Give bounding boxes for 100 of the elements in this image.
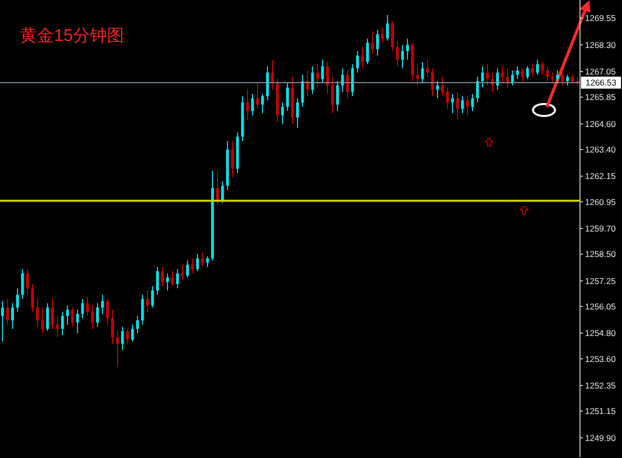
candlestick <box>351 64 354 97</box>
candlestick <box>421 61 424 84</box>
candlestick <box>556 70 559 84</box>
candlestick <box>46 302 49 332</box>
candlestick <box>486 64 489 86</box>
candlestick <box>116 330 119 368</box>
candlestick <box>356 50 359 74</box>
candlestick <box>31 284 34 312</box>
candlestick <box>311 66 314 94</box>
candlestick <box>221 181 224 204</box>
candlestick <box>376 29 379 56</box>
y-tick-label: 1268.30 <box>585 40 616 50</box>
candlestick <box>301 74 304 108</box>
candlestick <box>436 80 439 99</box>
candlestick <box>246 89 249 120</box>
candlestick <box>191 258 194 274</box>
y-tick-label: 1260.95 <box>585 196 616 207</box>
candlestick <box>416 64 419 86</box>
candlestick <box>331 76 334 114</box>
candlestick <box>256 82 259 110</box>
candlestick <box>346 70 349 99</box>
candlestick <box>381 27 384 44</box>
candlestick <box>366 38 369 65</box>
candlestick <box>231 140 234 178</box>
candlestick <box>181 264 184 280</box>
candlestick <box>66 304 69 326</box>
y-tick-label: 1258.50 <box>585 249 616 260</box>
candlestick <box>361 46 364 69</box>
candlestick <box>96 302 99 328</box>
candlestick <box>476 76 479 104</box>
y-tick-label: 1257.25 <box>585 276 616 286</box>
candlestick <box>41 307 44 334</box>
candlestick <box>106 298 109 326</box>
candlestick <box>521 68 524 82</box>
candlestick <box>201 251 204 268</box>
candlestick <box>386 14 389 42</box>
candlestick <box>516 66 519 80</box>
y-tick-label: 1253.60 <box>585 354 616 364</box>
candlestick <box>466 96 469 116</box>
candlestick <box>86 296 89 317</box>
candlestick <box>171 270 174 287</box>
candlestick <box>341 68 344 92</box>
candlestick <box>136 316 139 334</box>
candlestick <box>56 316 59 338</box>
candlestick <box>371 32 374 54</box>
candlestick <box>506 68 509 88</box>
candlestick <box>401 44 404 69</box>
candlestick <box>26 268 29 296</box>
candlestick <box>21 268 24 300</box>
candlestick <box>431 68 434 97</box>
candlestick <box>481 66 484 88</box>
candlestick <box>461 96 464 114</box>
candlestick <box>166 272 169 291</box>
candlestick <box>471 93 474 112</box>
candlestick <box>566 74 569 86</box>
y-tick-label: 1254.80 <box>585 328 616 338</box>
candlestick <box>501 66 504 84</box>
candlestick <box>16 288 19 312</box>
candlestick <box>101 294 104 314</box>
candlestick <box>306 70 309 97</box>
candlestick <box>76 309 79 334</box>
candlestick <box>426 59 429 78</box>
candlestick <box>61 311 64 336</box>
y-tick-label: 1263.40 <box>585 144 616 155</box>
ref-line-label: 1266.53 <box>586 78 617 88</box>
candlestick <box>336 80 339 112</box>
candlestick <box>51 298 54 330</box>
candlestick <box>396 40 399 67</box>
candlestick <box>206 256 209 268</box>
candlestick <box>151 286 154 308</box>
y-tick-label: 1252.35 <box>585 380 616 390</box>
candlestick <box>271 59 274 90</box>
y-tick-label: 1256.05 <box>585 301 616 312</box>
candlestick <box>391 20 394 52</box>
candlestick <box>81 298 84 319</box>
y-tick-label: 1267.05 <box>585 66 616 77</box>
candlestick <box>71 307 74 328</box>
candlestick <box>551 72 554 84</box>
candlestick <box>286 82 289 112</box>
candlestick <box>186 260 189 278</box>
candlestick <box>121 326 124 351</box>
candlestick <box>161 266 164 287</box>
y-tick-label: 1269.55 <box>585 13 616 24</box>
candlestick <box>451 93 454 114</box>
y-tick-label: 1251.15 <box>585 406 616 416</box>
candlestick <box>526 66 529 80</box>
candlestick <box>261 93 264 114</box>
candlestick <box>91 304 94 330</box>
candlestick <box>446 87 449 110</box>
candlestick <box>266 66 269 101</box>
candlestick <box>141 294 144 326</box>
candlestick <box>541 61 544 76</box>
y-tick-label: 1262.15 <box>585 171 616 182</box>
candlestick <box>11 302 14 330</box>
candlestick <box>406 38 409 60</box>
candlestick <box>6 298 9 326</box>
candlestick <box>176 268 179 289</box>
candlestick <box>251 93 254 116</box>
y-tick-label: 1265.85 <box>585 92 616 102</box>
candlestick <box>321 59 324 84</box>
